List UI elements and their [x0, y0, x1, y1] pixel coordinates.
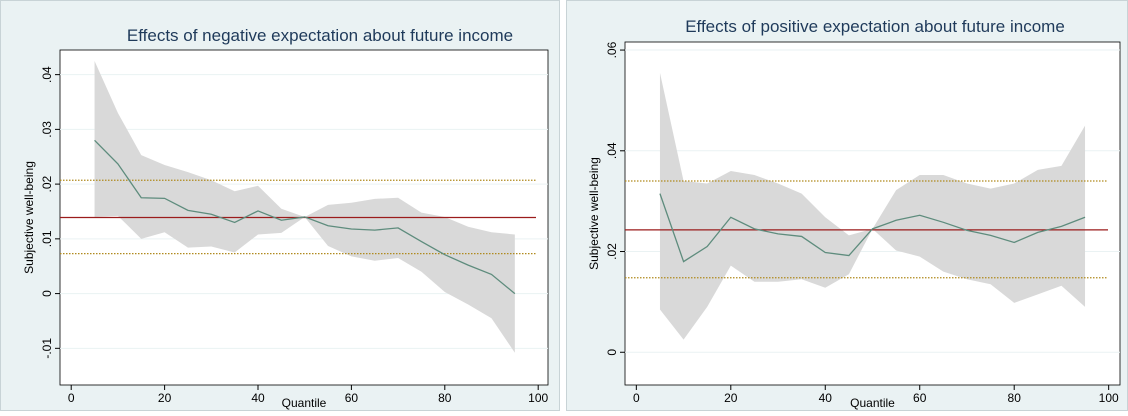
x-tick-label: 60: [913, 391, 927, 405]
x-tick-label: 40: [251, 391, 265, 405]
x-tick-label: 40: [819, 391, 833, 405]
y-axis-label: Subjective well-being: [22, 161, 36, 274]
x-tick-label: 100: [1099, 391, 1119, 405]
x-tick-label: 20: [724, 391, 738, 405]
y-tick-label: .02: [40, 175, 54, 192]
y-tick-label: .04: [40, 66, 54, 83]
y-tick-label: 0: [40, 290, 54, 297]
chart-title: Effects of positive expectation about fu…: [685, 17, 1065, 36]
confidence-band: [94, 60, 515, 353]
x-tick-label: 20: [158, 391, 172, 405]
chart-title: Effects of negative expectation about fu…: [127, 26, 513, 45]
y-tick-label: .02: [605, 243, 619, 260]
estimate-line: [94, 139, 516, 295]
x-tick-label: 60: [345, 391, 359, 405]
y-axis-label: Subjective well-being: [587, 157, 601, 270]
x-tick-label: 80: [438, 391, 452, 405]
y-tick-label: .01: [40, 230, 54, 247]
y-tick-label: -.01: [40, 338, 54, 359]
confidence-band: [659, 72, 1086, 340]
x-tick-label: 0: [633, 391, 640, 405]
y-tick-label: 0: [605, 349, 619, 356]
x-axis-label: Quantile: [282, 396, 327, 410]
x-tick-label: 80: [1008, 391, 1022, 405]
x-axis-label: Quantile: [850, 396, 895, 410]
y-tick-label: .03: [40, 121, 54, 138]
estimate-line: [659, 193, 1086, 263]
x-tick-label: 0: [68, 391, 75, 405]
y-tick-label: .04: [605, 142, 619, 159]
x-tick-label: 100: [528, 391, 548, 405]
y-tick-label: .06: [605, 41, 619, 58]
